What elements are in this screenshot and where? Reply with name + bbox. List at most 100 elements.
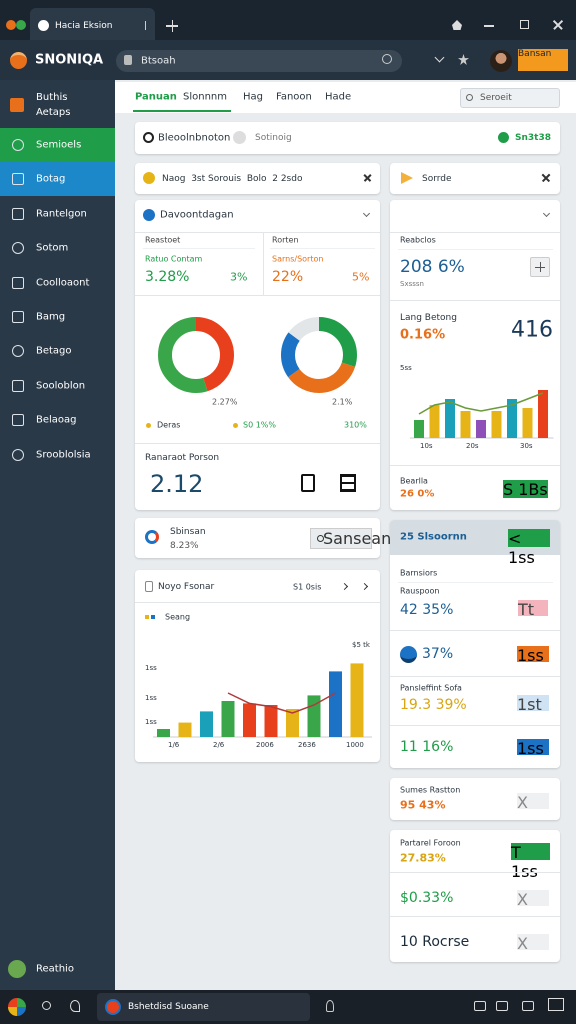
legend-dot: [233, 423, 238, 428]
filter-text: Sorrde: [422, 174, 452, 184]
nav-tab[interactable]: Slonnnm: [183, 91, 227, 103]
search-field[interactable]: [460, 88, 560, 108]
summary-card: [390, 200, 560, 510]
nav-tab[interactable]: Panuan: [135, 91, 177, 103]
sidebar-icon: [12, 242, 24, 255]
banner-title: Bleoolnbnoton: [158, 132, 231, 144]
sidebar-item[interactable]: Betago: [36, 345, 72, 357]
sidebar-footer[interactable]: Reathio: [36, 963, 74, 975]
sidebar-item[interactable]: Botag: [36, 173, 66, 185]
icon: [326, 1000, 334, 1012]
plus-icon: [539, 262, 541, 272]
button[interactable]: X: [517, 890, 549, 909]
summary-value: 208 6%: [400, 257, 465, 277]
metric-label: Ranaraot Porson: [145, 453, 220, 463]
button[interactable]: S 1Bs: [503, 480, 548, 499]
tray-icon[interactable]: [474, 1001, 486, 1011]
sidebar-item[interactable]: Rantelgon: [36, 208, 87, 220]
filter-card: [135, 163, 380, 194]
button[interactable]: Bansan: [518, 49, 568, 71]
chart-note: $5 tk: [352, 641, 370, 649]
star-icon[interactable]: [458, 54, 469, 65]
nav-tab[interactable]: Hade: [325, 91, 352, 103]
icon: [38, 20, 49, 31]
divider: [390, 630, 560, 631]
button[interactable]: 1ss: [517, 646, 549, 665]
tab-underline: [133, 110, 231, 112]
icon: [301, 474, 315, 492]
card-title: Noyo Fsonar: [158, 582, 215, 592]
summary-heading: Reabclos: [400, 235, 436, 245]
x-label: 1/6: [168, 741, 180, 749]
search-icon[interactable]: [42, 1001, 51, 1010]
icon: [145, 581, 153, 592]
url-field[interactable]: [116, 50, 402, 72]
sidebar-item[interactable]: Coolloaont: [36, 277, 90, 289]
icon: [340, 474, 356, 492]
chart-controls[interactable]: S1 0sis: [293, 582, 322, 592]
column-label: Sarns/Sorton: [272, 254, 324, 264]
tray-icon[interactable]: [548, 998, 564, 1011]
icon: [452, 20, 462, 30]
list-section: Barnsiors: [400, 568, 438, 578]
icon: [143, 132, 154, 143]
sidebar-item[interactable]: Semioels: [36, 139, 82, 151]
nav-tab[interactable]: Hag: [243, 91, 263, 103]
divider: [143, 248, 255, 249]
minimize[interactable]: [484, 25, 494, 27]
divider: [390, 300, 560, 301]
sidebar-item[interactable]: Sooloblon: [36, 380, 86, 392]
list-card: [390, 520, 560, 768]
divider: [390, 465, 560, 466]
footer-label: Bearlla: [400, 476, 428, 486]
x-label: 30s: [520, 442, 533, 450]
button[interactable]: X: [517, 793, 549, 812]
button[interactable]: < 1ss: [508, 529, 550, 567]
task-app[interactable]: [97, 993, 310, 1021]
search-card-title: Sbinsan: [170, 527, 206, 537]
button[interactable]: Sansean: [310, 528, 391, 549]
icon[interactable]: [70, 1000, 80, 1012]
button[interactable]: T 1ss: [511, 843, 550, 881]
stat-value: 95 43%: [400, 798, 446, 812]
nav-tab[interactable]: Fanoon: [276, 91, 312, 103]
summary-label: Lang Betong: [400, 313, 457, 323]
start-button[interactable]: [8, 998, 26, 1016]
sidebar-header: Buthis Aetaps: [36, 92, 71, 118]
button[interactable]: Tt: [518, 600, 548, 619]
icon: [6, 20, 16, 30]
close-icon[interactable]: [139, 21, 146, 30]
divider: [135, 295, 380, 296]
active-item: [0, 162, 115, 196]
filter-card: [390, 163, 560, 194]
icon: [233, 131, 246, 144]
divider: [398, 582, 553, 583]
new-tab[interactable]: [171, 20, 173, 32]
button[interactable]: 1ss: [517, 739, 549, 758]
footer-value: 26 0%: [400, 488, 435, 500]
button[interactable]: 1st: [517, 695, 549, 714]
sidebar-icon: [10, 98, 24, 112]
tab[interactable]: [30, 8, 155, 40]
avatar[interactable]: [490, 50, 512, 72]
tray-icon[interactable]: [522, 1001, 534, 1011]
sidebar-item[interactable]: Srooblolsia: [36, 449, 91, 461]
y-label: 1ss: [145, 694, 157, 702]
x-label: 2636: [298, 741, 316, 749]
button[interactable]: X: [517, 934, 549, 953]
sidebar-icon: [12, 207, 24, 220]
sidebar-item[interactable]: Belaoag: [36, 414, 77, 426]
x-label: 2006: [256, 741, 274, 749]
tray-icon[interactable]: [496, 1001, 508, 1011]
item-value: 42 35%: [400, 602, 454, 618]
column-heading: Rorten: [272, 235, 299, 245]
sidebar-icon: [12, 311, 24, 323]
banner-badge: Sn3t38: [515, 133, 551, 143]
legend-item: Deras: [157, 420, 181, 430]
icon: [143, 172, 155, 184]
metric-value: 2.12: [150, 470, 204, 498]
sidebar-item[interactable]: Bamg: [36, 311, 66, 323]
sidebar-item[interactable]: Sotom: [36, 242, 69, 254]
reload-icon[interactable]: [382, 54, 392, 64]
maximize[interactable]: [520, 20, 529, 29]
